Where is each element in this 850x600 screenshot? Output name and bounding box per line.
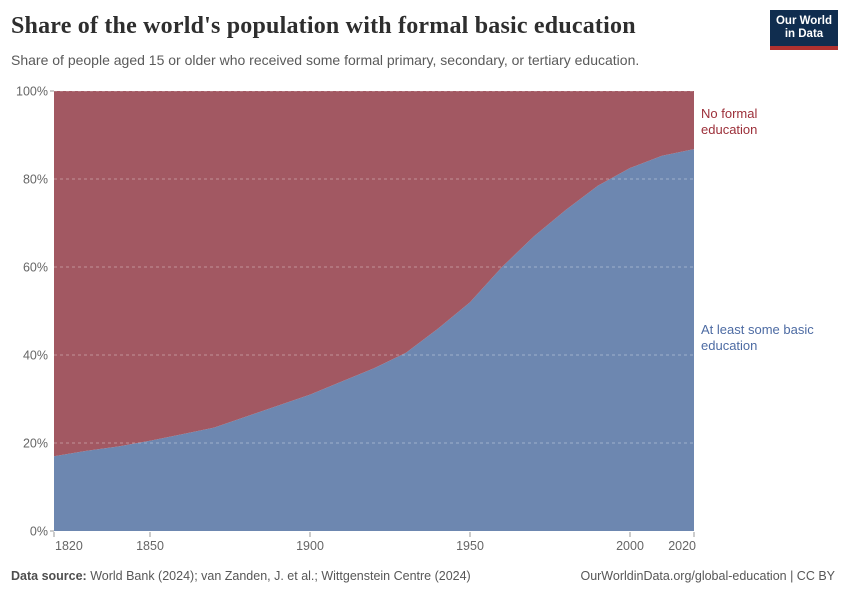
- y-tick-label-80: 80%: [23, 173, 48, 187]
- data-source-text: World Bank (2024); van Zanden, J. et al.…: [86, 569, 471, 583]
- x-tick-label-1850: 1850: [136, 539, 164, 553]
- x-tick-label-1820: 1820: [55, 539, 83, 553]
- owid-logo[interactable]: Our World in Data: [770, 10, 838, 50]
- logo-line2: in Data: [784, 28, 824, 40]
- y-tick-label-20: 20%: [23, 437, 48, 451]
- series-label-no-formal-education-line1: No formal: [701, 106, 757, 121]
- logo-line1: Our World: [775, 15, 832, 27]
- x-tick-label-2020: 2020: [668, 539, 696, 553]
- chart-subtitle: Share of people aged 15 or older who rec…: [11, 52, 640, 68]
- series-label-at-least-some-basic-education-line1: At least some basic: [701, 322, 814, 337]
- y-tick-label-100: 100%: [16, 85, 48, 99]
- data-source: Data source: World Bank (2024); van Zand…: [11, 569, 471, 583]
- x-tick-label-1900: 1900: [296, 539, 324, 553]
- series-label-at-least-some-basic-education-line2: education: [701, 338, 757, 353]
- area-no-formal-education[interactable]: [54, 91, 694, 457]
- x-tick-label-1950: 1950: [456, 539, 484, 553]
- data-source-label: Data source:: [11, 569, 87, 583]
- license-link[interactable]: OurWorldinData.org/global-education | CC…: [580, 569, 835, 583]
- page-title: Share of the world's population with for…: [11, 13, 636, 39]
- y-tick-label-40: 40%: [23, 349, 48, 363]
- y-tick-label-60: 60%: [23, 261, 48, 275]
- y-tick-label-0: 0%: [30, 525, 48, 539]
- x-tick-label-2000: 2000: [616, 539, 644, 553]
- series-label-no-formal-education-line2: education: [701, 122, 757, 137]
- area-at-least-some-basic-education[interactable]: [54, 149, 694, 531]
